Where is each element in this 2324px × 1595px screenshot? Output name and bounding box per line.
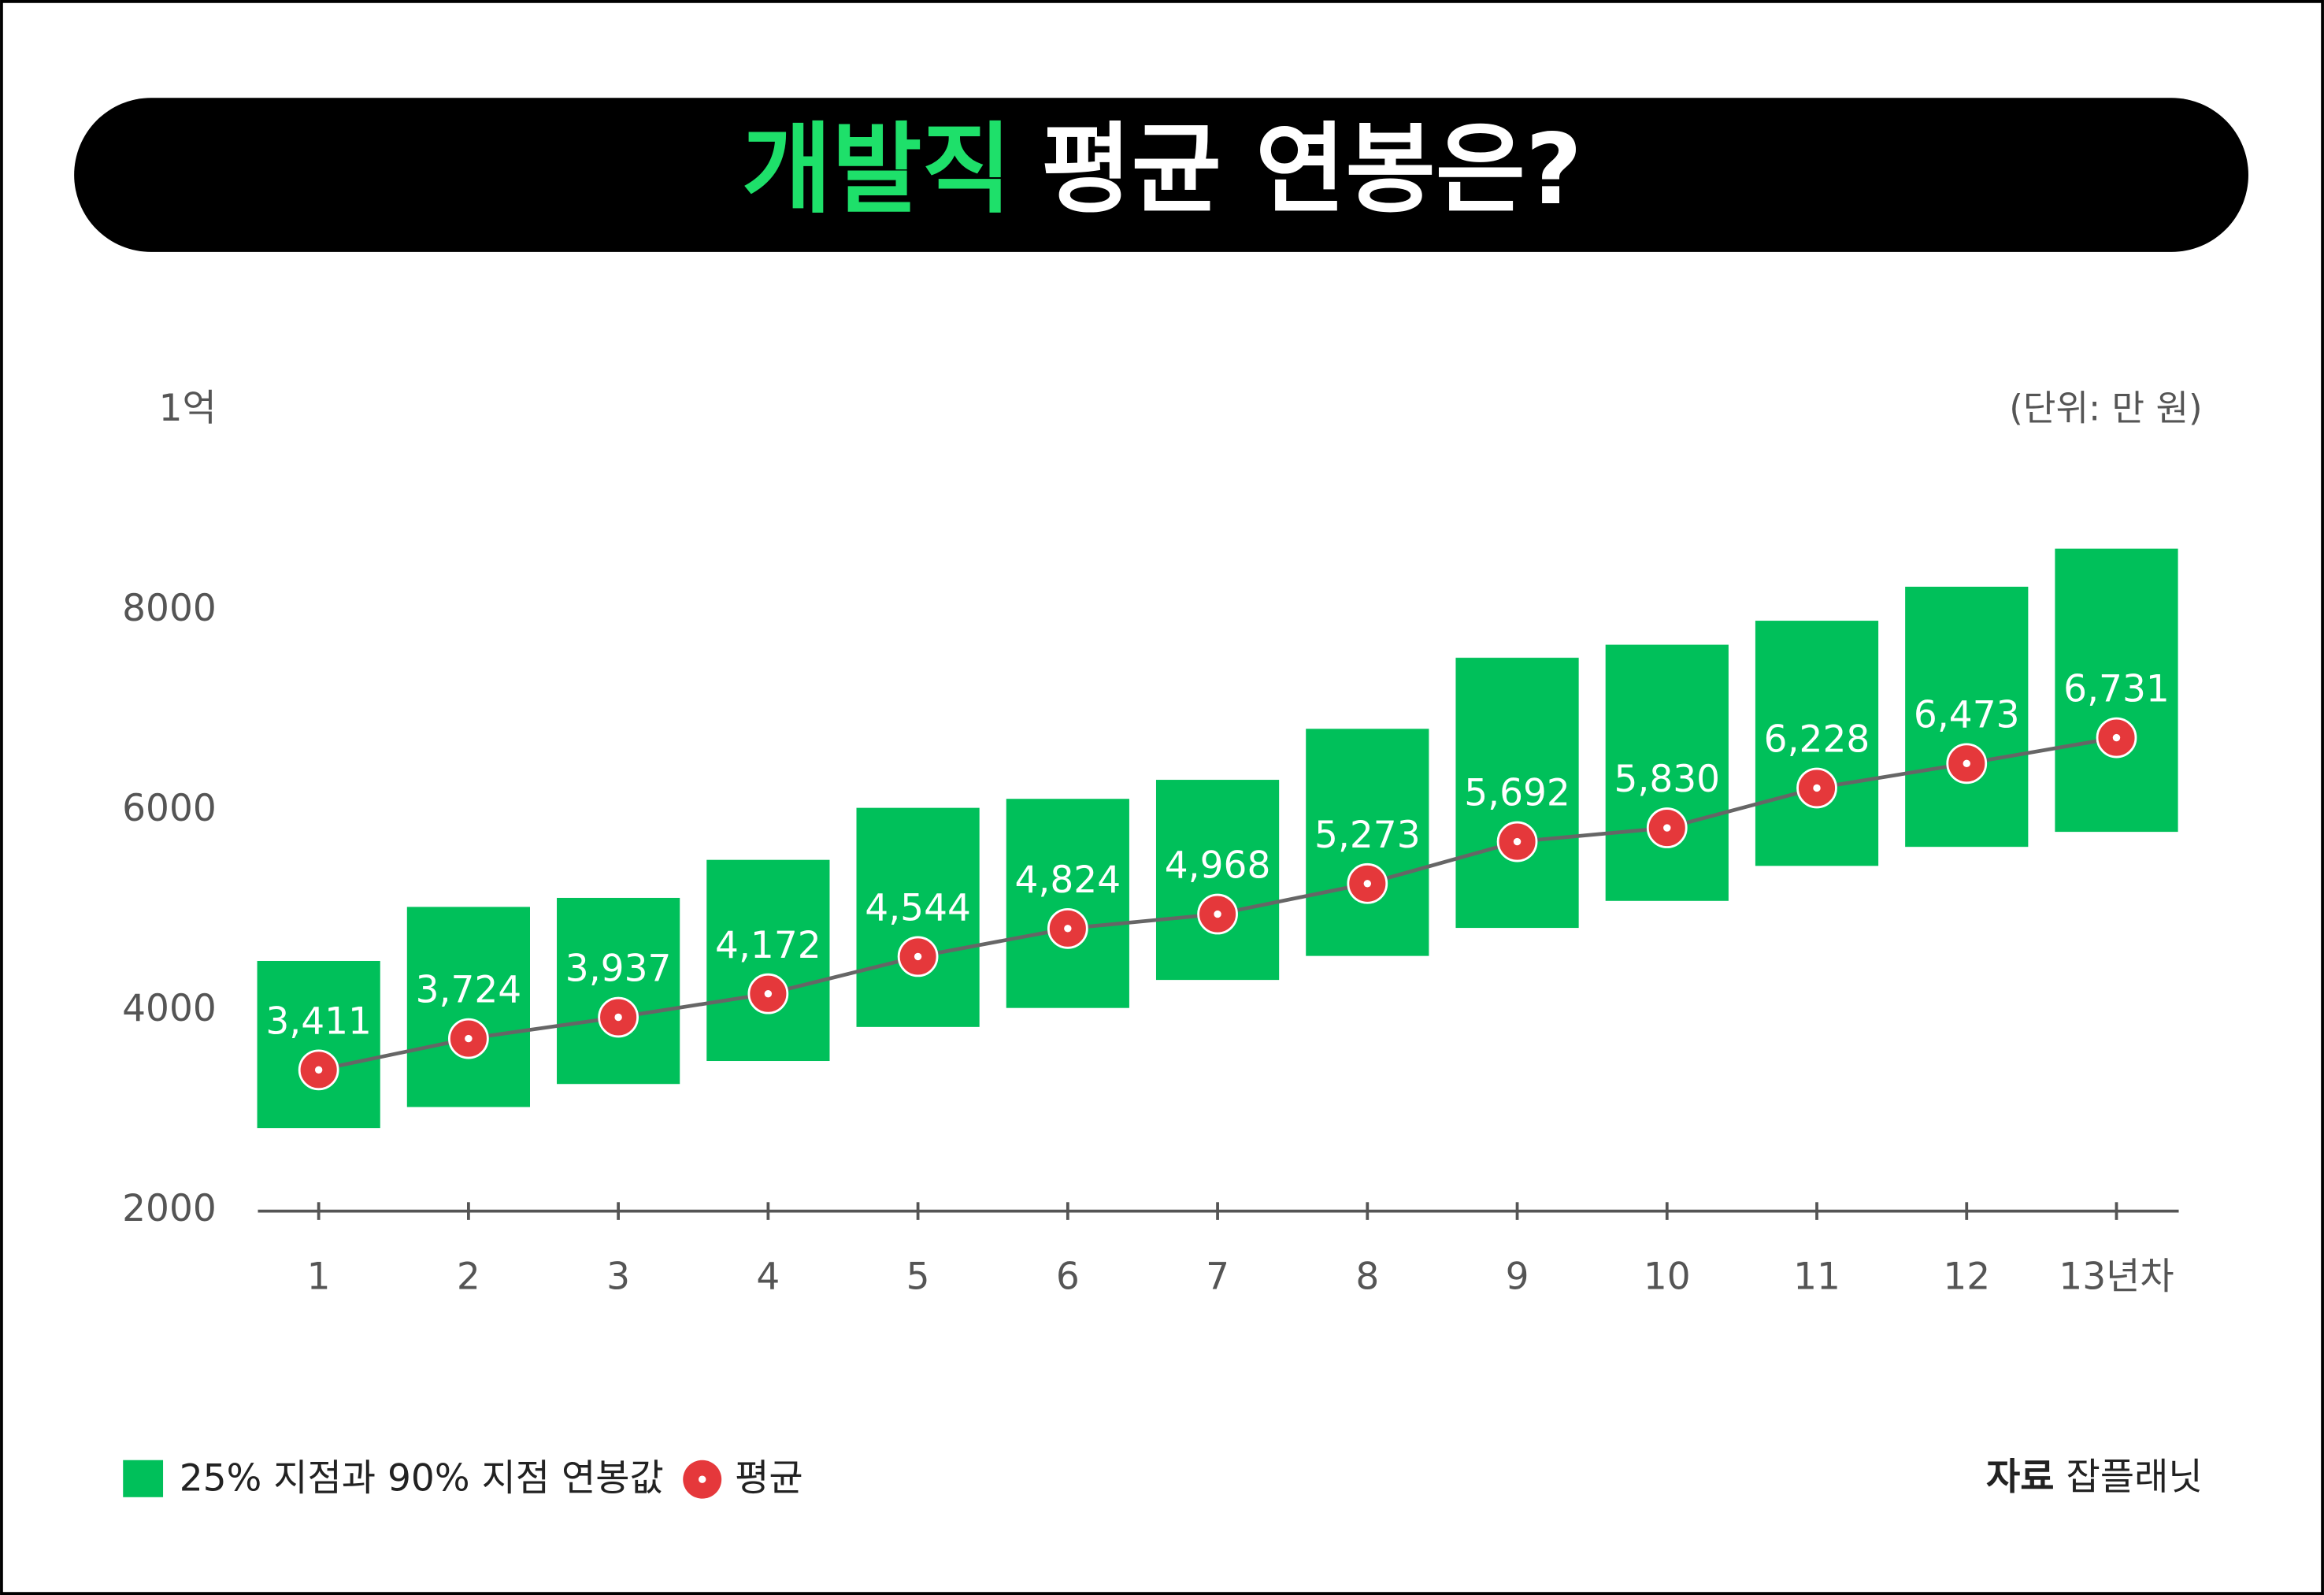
range-bar	[1155, 780, 1280, 981]
mean-marker-dot	[1513, 837, 1522, 846]
mean-marker-dot	[764, 989, 773, 998]
value-label: 6,228	[1764, 718, 1870, 762]
value-label: 3,937	[565, 948, 672, 991]
title-rest: 평균 연봉은?	[1041, 113, 1582, 227]
x-tick-label: 5	[906, 1256, 930, 1299]
title-highlight: 개발직	[742, 113, 1012, 227]
x-tick-label: 11	[1793, 1256, 1840, 1299]
y-tick-label: 8000	[122, 587, 217, 630]
mean-marker-dot	[614, 1013, 622, 1022]
value-label: 3,724	[416, 969, 522, 1012]
x-tick-label: 10	[1644, 1256, 1691, 1299]
legend-label: 평균	[735, 1457, 803, 1500]
title-pill	[74, 98, 2248, 252]
x-tick-label: 12	[1943, 1256, 1990, 1299]
mean-marker-dot	[314, 1066, 323, 1074]
unit-label: (단위: 만 원)	[2009, 387, 2202, 428]
range-bar	[1605, 644, 1729, 901]
y-tick-label: 6000	[122, 787, 217, 830]
value-label: 5,830	[1614, 758, 1720, 801]
mean-marker-dot	[1813, 784, 1821, 792]
source-label: 자료	[1986, 1456, 2055, 1499]
value-label: 5,273	[1314, 814, 1421, 857]
range-bar	[1755, 621, 1879, 866]
y-tick-label: 4000	[122, 987, 217, 1030]
value-label: 4,544	[865, 887, 971, 930]
value-label: 6,473	[1914, 694, 2020, 737]
range-bar	[1006, 799, 1129, 1008]
range-bar	[856, 807, 980, 1027]
mean-marker-dot	[914, 952, 922, 961]
range-bar	[1455, 658, 1579, 929]
range-bar	[1306, 729, 1429, 956]
range-bar	[706, 859, 830, 1062]
mean-marker-dot	[1064, 925, 1072, 933]
y-tick-label: 1억	[159, 387, 217, 430]
value-label: 4,824	[1015, 859, 1121, 902]
x-tick-label: 4	[756, 1256, 780, 1299]
x-tick-label: 8	[1355, 1256, 1379, 1299]
range-bar	[406, 907, 530, 1107]
value-label: 4,172	[715, 924, 821, 967]
value-label: 6,731	[2063, 668, 2170, 711]
mean-marker-dot	[1663, 824, 1671, 832]
mean-marker-dot	[2112, 733, 2121, 742]
legend-swatch	[123, 1460, 164, 1497]
value-label: 3,411	[265, 1000, 372, 1043]
x-tick-label: 13년차	[2059, 1256, 2174, 1299]
x-tick-label: 2	[457, 1256, 480, 1299]
x-tick-label: 1	[307, 1256, 331, 1299]
value-label: 4,968	[1165, 844, 1271, 888]
mean-marker-dot	[1363, 880, 1372, 888]
range-bar	[2055, 548, 2178, 833]
mean-marker-dot	[1214, 910, 1221, 918]
legend-marker-dot	[699, 1475, 706, 1483]
range-bar	[257, 960, 380, 1129]
source-name: 잡플래닛	[2066, 1456, 2203, 1499]
chart-title: 개발직 평균 연봉은?	[742, 113, 1582, 227]
x-tick-label: 7	[1206, 1256, 1229, 1299]
range-bar	[557, 897, 680, 1085]
x-tick-label: 9	[1506, 1256, 1529, 1299]
range-bar	[1905, 586, 2029, 848]
x-tick-label: 3	[606, 1256, 630, 1299]
mean-marker-dot	[465, 1034, 473, 1043]
y-tick-label: 2000	[122, 1187, 217, 1230]
legend-label: 25% 지점과 90% 지점 연봉값	[180, 1457, 664, 1500]
value-label: 5,692	[1464, 772, 1570, 815]
x-tick-label: 6	[1056, 1256, 1080, 1299]
mean-marker-dot	[1963, 759, 1970, 768]
source: 자료 잡플래닛	[1986, 1456, 2203, 1499]
